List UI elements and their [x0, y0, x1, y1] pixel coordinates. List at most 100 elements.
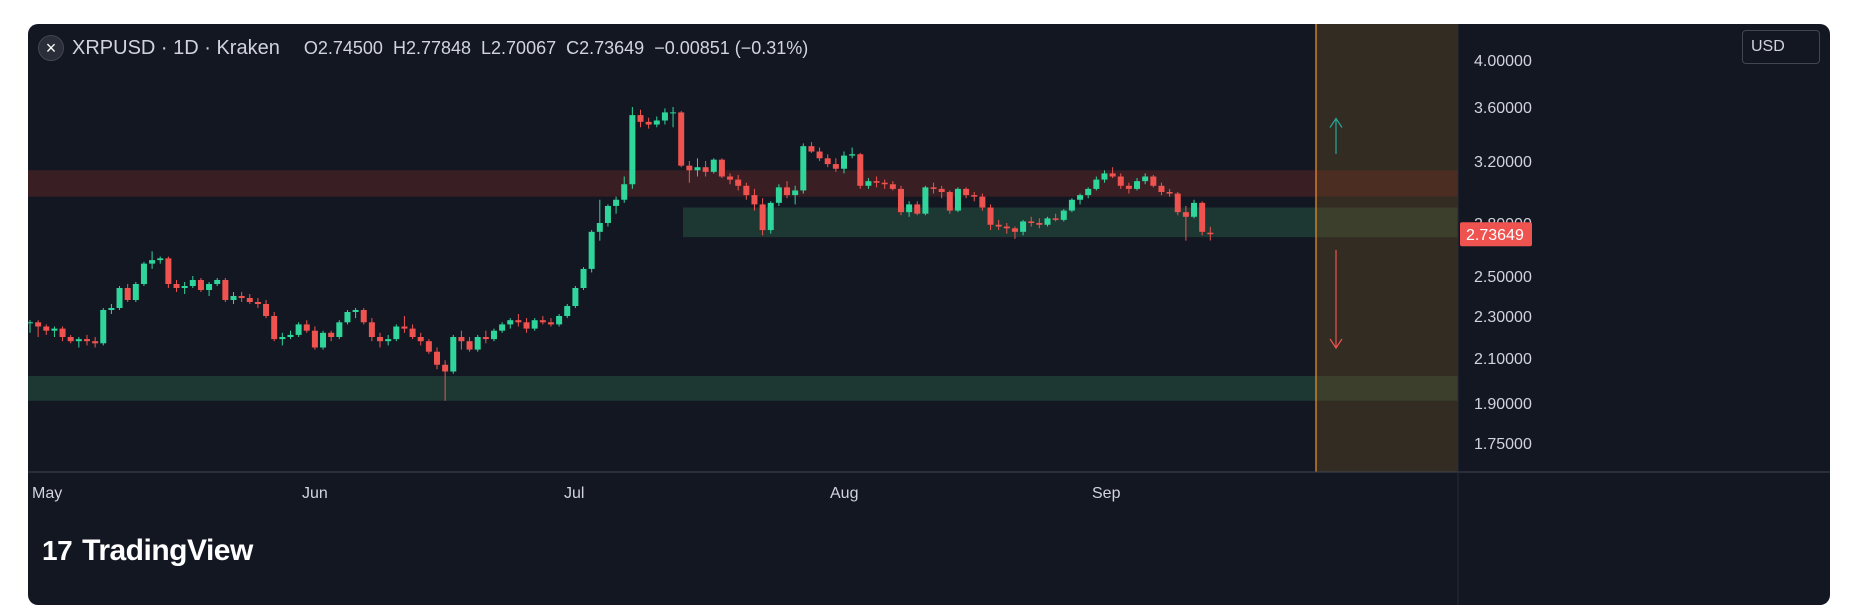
- candle[interactable]: [181, 282, 188, 294]
- candle[interactable]: [1174, 192, 1181, 216]
- candle[interactable]: [466, 337, 473, 352]
- candle[interactable]: [686, 161, 693, 183]
- candle[interactable]: [645, 117, 652, 129]
- candle[interactable]: [368, 318, 375, 342]
- candle[interactable]: [417, 332, 424, 346]
- candle[interactable]: [197, 278, 204, 292]
- candle[interactable]: [987, 204, 994, 231]
- candle[interactable]: [1060, 209, 1067, 222]
- candle[interactable]: [295, 322, 302, 337]
- candle[interactable]: [303, 320, 310, 333]
- candle[interactable]: [108, 304, 115, 314]
- candle[interactable]: [572, 286, 579, 308]
- candle[interactable]: [800, 143, 807, 194]
- candle[interactable]: [132, 282, 139, 302]
- candle[interactable]: [1101, 170, 1108, 183]
- candle[interactable]: [490, 328, 497, 342]
- candle[interactable]: [727, 173, 734, 185]
- candle[interactable]: [450, 334, 457, 374]
- candle[interactable]: [222, 278, 229, 302]
- candle[interactable]: [320, 330, 327, 350]
- symbol-title[interactable]: XRPUSD · 1D · Kraken: [72, 36, 280, 59]
- candle[interactable]: [1158, 182, 1165, 196]
- candle[interactable]: [653, 116, 660, 128]
- candle[interactable]: [881, 179, 888, 189]
- candle[interactable]: [507, 318, 514, 329]
- candle[interactable]: [735, 174, 742, 191]
- candle[interactable]: [523, 318, 530, 333]
- candle[interactable]: [547, 318, 554, 327]
- candle[interactable]: [92, 337, 99, 348]
- candle[interactable]: [808, 142, 815, 153]
- candle[interactable]: [474, 334, 481, 352]
- candle[interactable]: [1207, 226, 1214, 241]
- candle[interactable]: [539, 316, 546, 325]
- candle[interactable]: [442, 360, 449, 401]
- candle[interactable]: [377, 332, 384, 348]
- candle[interactable]: [906, 201, 913, 217]
- candle[interactable]: [401, 316, 408, 333]
- candle[interactable]: [710, 158, 717, 174]
- candle[interactable]: [661, 108, 668, 125]
- candle[interactable]: [1003, 223, 1010, 234]
- candle[interactable]: [43, 324, 50, 335]
- candle[interactable]: [946, 190, 953, 214]
- candle[interactable]: [718, 158, 725, 179]
- candle[interactable]: [393, 324, 400, 342]
- candle[interactable]: [499, 322, 506, 333]
- candle[interactable]: [1028, 216, 1035, 227]
- candle[interactable]: [564, 304, 571, 319]
- candle[interactable]: [149, 251, 156, 269]
- candle[interactable]: [254, 298, 261, 308]
- candle[interactable]: [311, 326, 318, 350]
- candlestick-chart[interactable]: 1.750001.900002.100002.300002.500002.800…: [28, 24, 1830, 605]
- candle[interactable]: [1036, 218, 1043, 229]
- candle[interactable]: [767, 201, 774, 234]
- candle[interactable]: [458, 330, 465, 350]
- candle[interactable]: [230, 292, 237, 304]
- candle[interactable]: [189, 276, 196, 288]
- candle[interactable]: [580, 267, 587, 290]
- candle[interactable]: [360, 308, 367, 325]
- candle[interactable]: [1068, 198, 1075, 213]
- candle[interactable]: [1020, 219, 1027, 236]
- candle[interactable]: [743, 182, 750, 200]
- candle[interactable]: [246, 294, 253, 304]
- candle[interactable]: [857, 152, 864, 189]
- candle[interactable]: [124, 284, 131, 302]
- candle[interactable]: [271, 312, 278, 342]
- candle[interactable]: [434, 347, 440, 370]
- candle[interactable]: [784, 181, 791, 199]
- candle[interactable]: [287, 330, 294, 340]
- candle[interactable]: [1093, 176, 1100, 191]
- candle[interactable]: [1109, 167, 1116, 179]
- candle[interactable]: [1011, 226, 1018, 239]
- candle[interactable]: [751, 188, 758, 211]
- candle[interactable]: [59, 326, 66, 342]
- candle[interactable]: [344, 310, 351, 325]
- candle[interactable]: [678, 111, 685, 168]
- candle[interactable]: [1077, 193, 1084, 205]
- candle[interactable]: [35, 320, 42, 337]
- candle[interactable]: [425, 339, 432, 354]
- candle[interactable]: [775, 184, 782, 206]
- candle[interactable]: [873, 176, 880, 188]
- candle[interactable]: [83, 334, 90, 346]
- candle[interactable]: [140, 261, 147, 286]
- candle[interactable]: [328, 330, 335, 342]
- candle[interactable]: [1052, 213, 1059, 222]
- candle[interactable]: [637, 109, 644, 128]
- candle[interactable]: [556, 314, 563, 327]
- candle[interactable]: [1199, 201, 1206, 236]
- candle[interactable]: [352, 308, 359, 319]
- candle[interactable]: [979, 193, 986, 211]
- candle[interactable]: [604, 204, 611, 227]
- candle[interactable]: [157, 256, 164, 264]
- candle[interactable]: [28, 320, 33, 333]
- candle[interactable]: [238, 292, 245, 302]
- candle[interactable]: [588, 230, 595, 273]
- candle[interactable]: [954, 187, 961, 213]
- zone-resistance-0[interactable]: [28, 170, 1458, 197]
- candle[interactable]: [930, 182, 937, 194]
- candle[interactable]: [1125, 182, 1132, 194]
